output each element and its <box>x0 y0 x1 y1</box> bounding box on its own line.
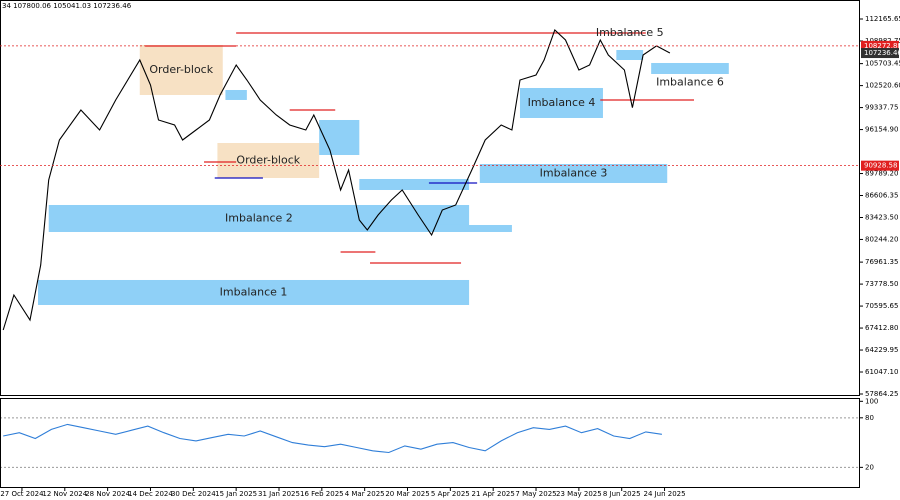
x-tick-label: 5 Apr 2025 <box>431 490 470 498</box>
y-tick-label: 100 <box>865 397 878 405</box>
zone <box>519 87 603 118</box>
zone-label: Order-block <box>149 63 213 76</box>
zone-label: Imbalance 6 <box>656 75 724 88</box>
y-tick-label: 64229.95 <box>865 346 898 354</box>
zone-label: Imbalance 5 <box>596 26 664 39</box>
series-line <box>3 423 662 454</box>
y-tick-label: 73778.50 <box>865 280 898 288</box>
y-tick-label: 89789.20 <box>865 170 898 178</box>
zone-label: Imbalance 1 <box>220 285 288 298</box>
y-tick-label: 83423.50 <box>865 213 898 221</box>
x-tick-label: 20 Mar 2025 <box>385 490 429 498</box>
zone <box>319 119 360 156</box>
x-tick-label: 4 Mar 2025 <box>345 490 385 498</box>
x-tick-label: 14 Dec 2024 <box>128 490 173 498</box>
zone <box>48 204 470 232</box>
x-tick-label: 30 Dec 2024 <box>171 490 216 498</box>
y-tick-label: 105703.45 <box>865 60 900 68</box>
price-tag <box>861 48 899 59</box>
price-tag-label: 90928.58 <box>864 162 897 170</box>
zone-label: Imbalance 4 <box>528 96 596 109</box>
y-tick-label: 112165.65 <box>865 15 900 23</box>
y-tick-label: 80244.20 <box>865 235 898 243</box>
plot-frame <box>0 398 860 488</box>
zone <box>479 163 668 183</box>
plot-frame <box>0 0 860 396</box>
x-tick-label: 23 May 2025 <box>556 490 602 498</box>
x-tick-label: 8 Jun 2025 <box>603 490 641 498</box>
y-tick-label: 86606.35 <box>865 192 898 200</box>
y-tick-label: 20 <box>865 463 874 471</box>
x-tick-label: 16 Feb 2025 <box>300 490 344 498</box>
y-tick-label: 61047.10 <box>865 368 898 376</box>
zone <box>139 44 223 95</box>
x-tick-label: 27 Oct 2024 <box>0 490 44 498</box>
ohlc-header: 34 107800.06 105041.03 107236.46 <box>2 2 132 10</box>
x-tick-label: 7 May 2025 <box>515 490 556 498</box>
series-line <box>2 29 671 331</box>
zone-label: Imbalance 3 <box>540 166 608 179</box>
x-tick-label: 28 Nov 2024 <box>85 490 130 498</box>
price-tag-label: 108272.88 <box>864 42 900 50</box>
x-tick-label: 21 Apr 2025 <box>472 490 515 498</box>
y-tick-label: 70595.65 <box>865 302 898 310</box>
y-tick-label: 102520.60 <box>865 82 900 90</box>
x-tick-label: 12 Nov 2024 <box>42 490 87 498</box>
zone <box>651 62 729 74</box>
y-tick-label: 99337.75 <box>865 104 898 112</box>
zone <box>428 224 512 232</box>
y-tick-label: 96154.90 <box>865 126 898 134</box>
zone <box>217 142 320 178</box>
price-tag <box>861 160 899 171</box>
x-tick-label: 15 Jan 2025 <box>215 490 257 498</box>
price-tag-label: 107236.46 <box>864 49 900 57</box>
y-tick-label: 80 <box>865 414 874 422</box>
zone <box>616 49 644 60</box>
zone-label: Order-block <box>236 153 300 166</box>
x-tick-label: 31 Jan 2025 <box>258 490 300 498</box>
zone <box>225 89 247 100</box>
price-tag <box>861 40 899 51</box>
y-tick-label: 57864.25 <box>865 390 898 398</box>
y-tick-label: 67412.80 <box>865 324 898 332</box>
x-tick-label: 24 Jun 2025 <box>643 490 685 498</box>
y-tick-label: 76961.35 <box>865 258 898 266</box>
zone-label: Imbalance 2 <box>225 211 293 224</box>
zone <box>38 279 470 305</box>
zone <box>359 178 470 190</box>
